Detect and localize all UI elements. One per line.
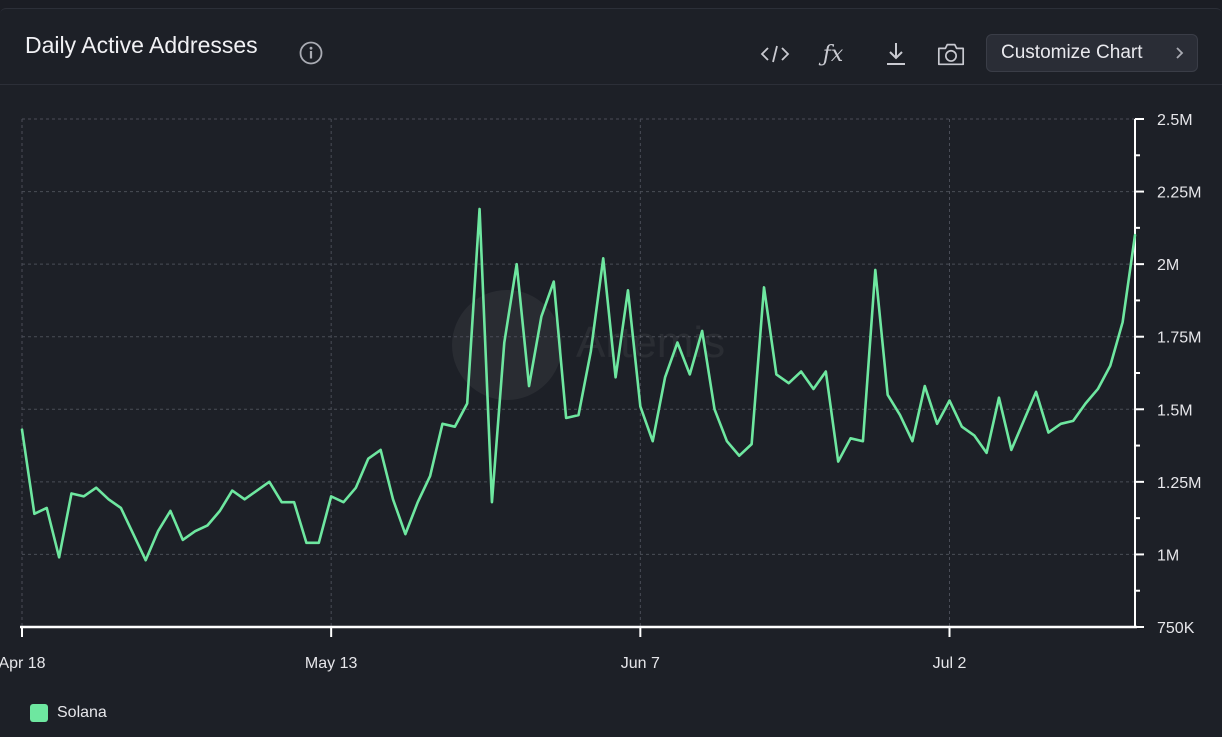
line-chart: Apr 18 May 13 Jun 7 Jul 2 750K 1M 1.25M 1.5M 1.… xyxy=(0,90,1222,690)
embed-code-icon[interactable] xyxy=(760,39,790,69)
chevron-right-icon xyxy=(1175,44,1185,68)
chart-header: Daily Active Addresses ƒx Customize Char… xyxy=(0,8,1222,85)
grid-lines xyxy=(22,119,1135,627)
info-icon[interactable] xyxy=(299,41,323,65)
series-solana xyxy=(22,209,1135,560)
y-tick-label: 2.5M xyxy=(1157,112,1193,129)
x-tick-label: Apr 18 xyxy=(0,655,46,672)
y-tick-label: 1.75M xyxy=(1157,330,1201,347)
customize-chart-label: Customize Chart xyxy=(1001,42,1143,64)
x-axis: Apr 18 May 13 Jun 7 Jul 2 xyxy=(0,627,1137,672)
y-tick-label: 1.25M xyxy=(1157,475,1201,492)
y-tick-label: 1.5M xyxy=(1157,402,1193,419)
customize-chart-button[interactable]: Customize Chart xyxy=(986,34,1198,72)
x-tick-label: May 13 xyxy=(305,655,358,672)
y-tick-label: 2.25M xyxy=(1157,185,1201,202)
legend[interactable]: Solana xyxy=(30,704,107,722)
series-line-solana[interactable] xyxy=(22,209,1135,560)
x-tick-label: Jun 7 xyxy=(621,655,660,672)
download-icon[interactable] xyxy=(881,39,911,69)
y-tick-label: 2M xyxy=(1157,257,1179,274)
legend-label-solana: Solana xyxy=(57,704,107,722)
y-axis: 750K 1M 1.25M 1.5M 1.75M 2M 2.25M 2.5M xyxy=(1135,112,1201,637)
formula-icon[interactable]: ƒx xyxy=(818,39,848,69)
chart-title: Daily Active Addresses xyxy=(25,32,258,59)
legend-swatch xyxy=(30,704,48,722)
y-tick-label: 750K xyxy=(1157,620,1195,637)
y-tick-label: 1M xyxy=(1157,547,1179,564)
x-tick-label: Jul 2 xyxy=(933,655,967,672)
camera-icon[interactable] xyxy=(936,39,966,69)
